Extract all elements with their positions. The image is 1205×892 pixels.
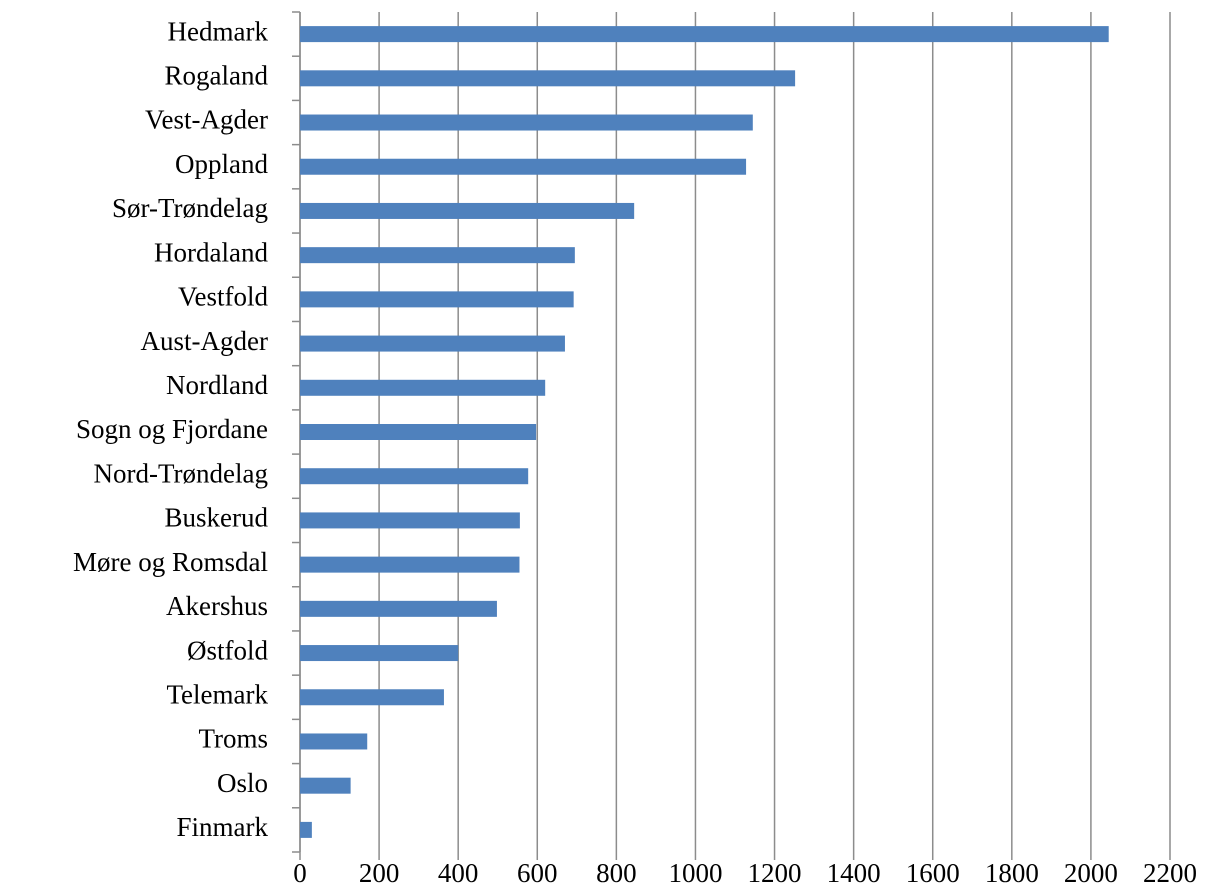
- bar: [300, 689, 444, 706]
- bar: [300, 821, 312, 838]
- y-tick-label: Nordland: [166, 370, 268, 400]
- y-tick-label: Sogn og Fjordane: [76, 414, 268, 444]
- x-tick-label: 0: [293, 858, 307, 888]
- x-tick-label: 1400: [827, 858, 881, 888]
- bar: [300, 335, 565, 352]
- bar: [300, 291, 574, 308]
- y-tick-label: Finmark: [177, 812, 269, 842]
- bar: [300, 70, 796, 87]
- x-tick-label: 2200: [1143, 858, 1197, 888]
- x-tick-label: 1000: [668, 858, 722, 888]
- y-tick-label: Nord-Trøndelag: [94, 458, 269, 488]
- x-tick-label: 800: [596, 858, 637, 888]
- bar: [300, 379, 546, 396]
- bar: [300, 247, 575, 264]
- bar: [300, 777, 351, 794]
- y-tick-label: Telemark: [166, 679, 268, 709]
- bar: [300, 202, 635, 219]
- y-tick-label: Møre og Romsdal: [73, 547, 268, 577]
- y-tick-label: Hordaland: [154, 237, 268, 267]
- y-tick-label: Hedmark: [168, 16, 269, 46]
- bar: [300, 468, 529, 485]
- bar: [300, 424, 537, 440]
- y-tick-label: Sør-Trøndelag: [112, 193, 268, 223]
- y-tick-label: Oppland: [175, 149, 268, 179]
- x-tick-label: 400: [438, 858, 479, 888]
- bar: [300, 645, 459, 662]
- bar: [300, 512, 520, 529]
- bar: [300, 26, 1109, 43]
- y-tick-label: Rogaland: [165, 61, 269, 91]
- x-tick-label: 200: [359, 858, 400, 888]
- x-tick-label: 2000: [1064, 858, 1118, 888]
- bar: [300, 733, 368, 750]
- x-tick-label: 1200: [748, 858, 802, 888]
- y-tick-label: Vest-Agder: [145, 105, 268, 135]
- y-tick-label: Akershus: [166, 591, 268, 621]
- x-tick-label: 1800: [985, 858, 1039, 888]
- y-tick-label: Aust-Agder: [141, 326, 268, 356]
- bar: [300, 600, 497, 617]
- y-tick-label: Oslo: [217, 768, 268, 798]
- x-tick-label: 1600: [906, 858, 960, 888]
- bar: [300, 158, 747, 175]
- bar: [300, 556, 520, 573]
- x-tick-label: 600: [517, 858, 558, 888]
- y-tick-label: Vestfold: [178, 282, 268, 312]
- y-tick-label: Troms: [198, 724, 268, 754]
- y-tick-label: Buskerud: [165, 503, 269, 533]
- y-tick-label: Østfold: [187, 635, 269, 665]
- bar: [300, 114, 753, 131]
